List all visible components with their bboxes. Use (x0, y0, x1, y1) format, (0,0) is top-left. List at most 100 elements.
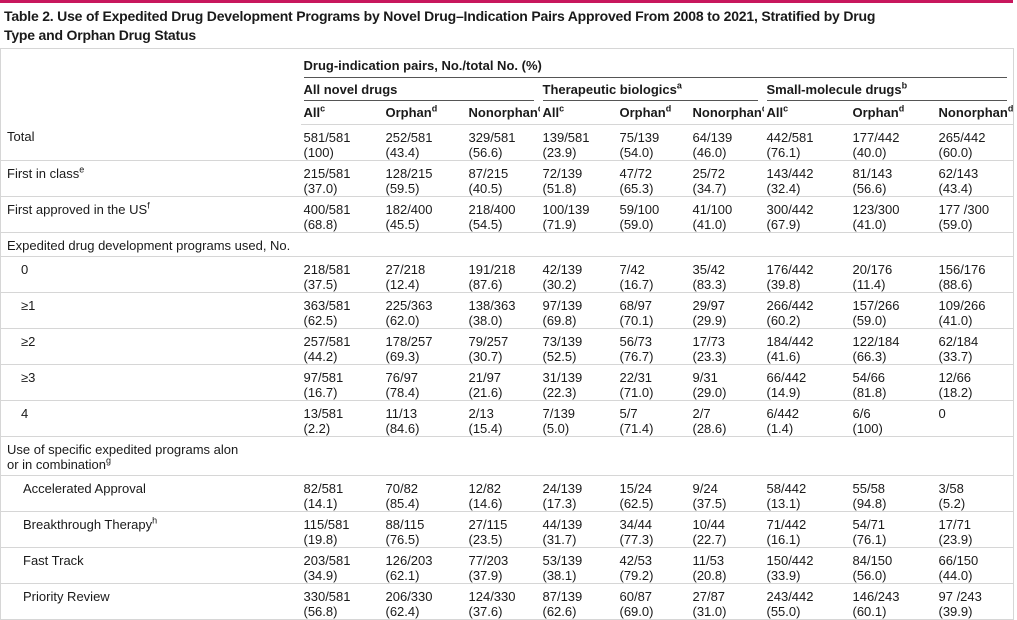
table-cell: 128/215 (59.5) (382, 160, 466, 197)
cell-line: 126/203 (385, 552, 433, 568)
cell-line: 266/442 (766, 297, 814, 313)
cell-line: 97/581 (303, 369, 344, 385)
table-cell: 79/257 (30.7) (465, 328, 540, 365)
table-row: Breakthrough Therapyh 115/581 (19.8) 88/115… (0, 511, 1014, 548)
column-header: Nonorphand (465, 101, 540, 125)
column-text: Nonorphan (468, 105, 538, 120)
footnote-marker: d (1007, 103, 1014, 114)
cell-line: (14.6) (468, 495, 503, 511)
cell-line: (15.4) (468, 420, 503, 436)
cell-line: 87/139 (542, 588, 583, 604)
cell-line: 157/266 (852, 297, 900, 313)
group-text: Small-molecule drugs (766, 82, 902, 97)
cell-line: 206/330 (385, 588, 433, 604)
cell-line: (59.0) (852, 312, 887, 328)
cell-line: (40.0) (852, 144, 887, 160)
group-text: Therapeutic biologics (542, 82, 677, 97)
table-cell: 138/363 (38.0) (465, 292, 540, 329)
table-cell: 56/73 (76.7) (616, 328, 690, 365)
table-cell: 218/581 (37.5) (300, 256, 383, 293)
footnote-marker: d (762, 104, 764, 114)
cell-line: 150/442 (766, 552, 814, 568)
cell-line: (44.0) (938, 567, 973, 583)
footnote-marker: c (559, 103, 565, 114)
cell-line: 9/24 (692, 480, 718, 496)
table-cell: 184/442 (41.6) (763, 328, 850, 365)
cell-line: 87/215 (468, 165, 509, 181)
section-title-line: or in combinationg (7, 456, 1013, 472)
cell-line: 3/58 (938, 480, 964, 496)
cell-line: 24/139 (542, 480, 583, 496)
table-cell: 77/203 (37.9) (465, 547, 540, 584)
cell-line: (19.8) (303, 531, 338, 547)
table-cell: 2/7 (28.6) (689, 400, 764, 437)
cell-line: (13.1) (766, 495, 801, 511)
table-cell: 42/139 (30.2) (539, 256, 617, 293)
cell-line: (18.2) (938, 384, 973, 400)
group-header: Small-molecule drugsb (764, 78, 1014, 101)
cell-line: (37.6) (468, 603, 503, 619)
cell-line: (100) (303, 144, 334, 160)
group-text: All novel drugs (303, 82, 398, 97)
cell-line: (62.0) (385, 312, 420, 328)
cell-line: 59/100 (619, 201, 660, 217)
footnote-marker: d (665, 103, 672, 114)
cell-line: (87.6) (468, 276, 503, 292)
table-cell: 182/400 (45.5) (382, 196, 466, 233)
column-header: Allc (763, 101, 850, 125)
cell-line: 54/71 (852, 516, 886, 532)
cell-line: (62.5) (619, 495, 654, 511)
cell-line: (39.8) (766, 276, 801, 292)
cell-line: 128/215 (385, 165, 433, 181)
footnote-marker: c (783, 103, 789, 114)
row-label: Fast Track (0, 547, 301, 584)
table-cell: 252/581 (43.4) (382, 124, 466, 161)
cell-line: 75/139 (619, 129, 660, 145)
cell-line: 73/139 (542, 333, 583, 349)
cell-line: 31/139 (542, 369, 583, 385)
table-cell: 139/581 (23.9) (539, 124, 617, 161)
table-cell: 177 /300 (59.0) (935, 196, 1014, 233)
cell-line: 10/44 (692, 516, 726, 532)
cell-line: 124/330 (468, 588, 516, 604)
table-cell: 265/442 (60.0) (935, 124, 1014, 161)
accent-bar (0, 0, 1013, 3)
cell-line: 329/581 (468, 129, 516, 145)
cell-line: 300/442 (766, 201, 814, 217)
cell-line: 330/581 (303, 588, 351, 604)
cell-line: 97 /243 (938, 588, 982, 604)
table-cell: 9/24 (37.5) (689, 475, 764, 512)
footnote-marker: a (676, 80, 682, 91)
column-header: Nonorphand (935, 101, 1014, 125)
table-cell: 27/218 (12.4) (382, 256, 466, 293)
table-row: First approved in the USf 400/581 (68.8) 18… (0, 196, 1014, 233)
table-cell: 150/442 (33.9) (763, 547, 850, 584)
row-label-text: Breakthrough Therapy (23, 516, 153, 532)
table-cell: 100/139 (71.9) (539, 196, 617, 233)
cell-line: (40.5) (468, 180, 503, 196)
cell-line: 146/243 (852, 588, 900, 604)
section-title-line: Expedited drug development programs used… (7, 238, 1013, 253)
group-header: Therapeutic biologicsa (540, 78, 764, 101)
row-label: 4 (0, 400, 301, 437)
table-cell: 176/442 (39.8) (763, 256, 850, 293)
table-cell: 191/218 (87.6) (465, 256, 540, 293)
row-label: First in classe (0, 160, 301, 197)
table-cell: 47/72 (65.3) (616, 160, 690, 197)
cell-line: (60.2) (766, 312, 801, 328)
row-label-text: 4 (21, 405, 29, 421)
cell-line: 122/184 (852, 333, 900, 349)
table-cell: 122/184 (66.3) (849, 328, 936, 365)
footnote-marker: d (538, 104, 540, 114)
cell-line: (62.4) (385, 603, 420, 619)
cell-line: (29.0) (692, 384, 727, 400)
cell-line: 5/7 (619, 405, 638, 421)
table-cell: 24/139 (17.3) (539, 475, 617, 512)
cell-line: (85.4) (385, 495, 420, 511)
cell-line: 21/97 (468, 369, 502, 385)
section-title: Expedited drug development programs used… (0, 232, 1014, 257)
row-label-text: Total (7, 129, 35, 144)
cell-line: (76.7) (619, 348, 654, 364)
cell-line: (59.5) (385, 180, 420, 196)
group-header: All novel drugs (301, 78, 540, 101)
